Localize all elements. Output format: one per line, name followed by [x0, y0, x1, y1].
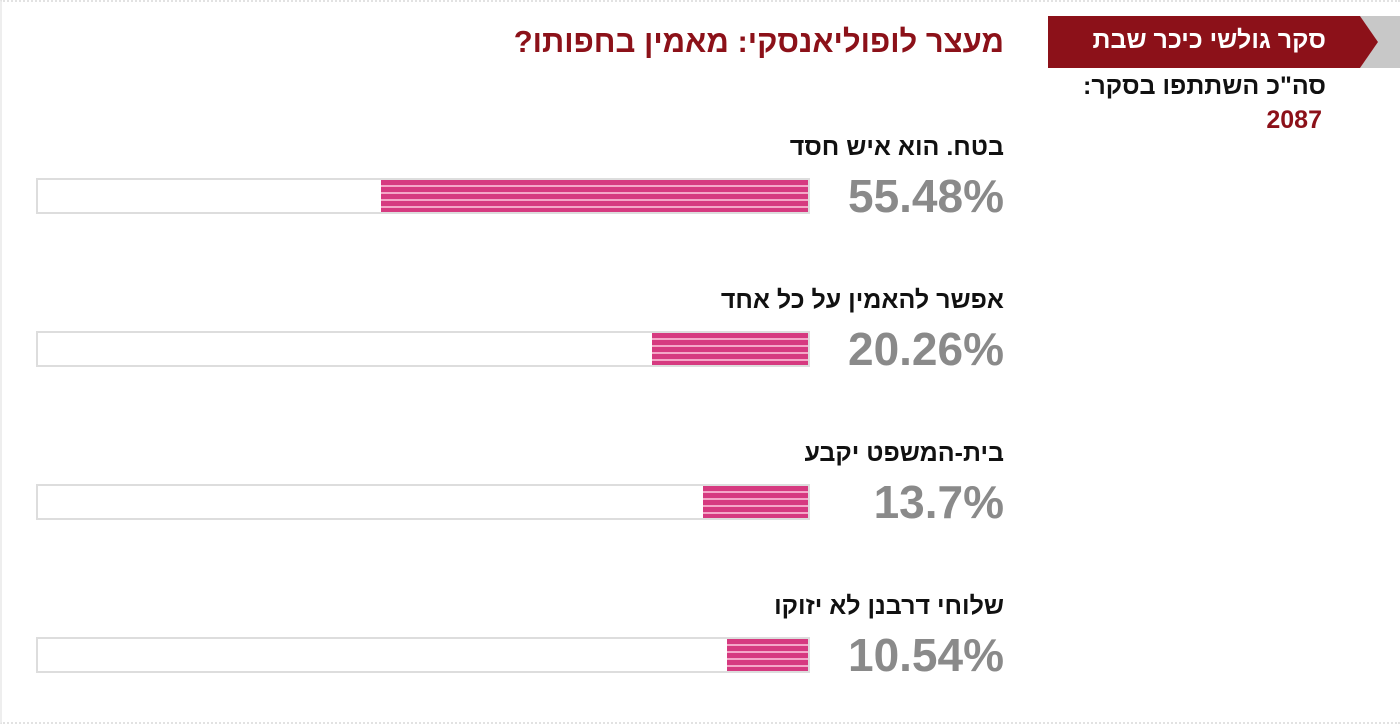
- option-label: בית-המשפט יקבע: [804, 439, 1004, 467]
- bar: [380, 180, 808, 212]
- bar: [702, 486, 808, 518]
- badge: [1048, 16, 1360, 68]
- bar-track: [36, 637, 810, 673]
- option-label: אפשר להאמין על כל אחד: [720, 286, 1004, 314]
- option-label: בטח. הוא איש חסד: [789, 133, 1004, 161]
- badge-text: סקר גולשי כיכר שבת: [1092, 26, 1326, 54]
- bar-track: [36, 484, 810, 520]
- poll-question: מעצר לופוליאנסקי: מאמין בחפותו?: [513, 24, 1004, 59]
- value-label: 55.48%: [847, 170, 1004, 222]
- bar-track: [36, 331, 810, 367]
- value-label: 20.26%: [847, 323, 1004, 375]
- value-label: 10.54%: [847, 629, 1004, 681]
- value-label: 13.7%: [873, 476, 1004, 528]
- bar-track: [36, 178, 810, 214]
- badge-arrow: [1360, 16, 1400, 68]
- participants-label: סה"כ השתתפו בסקר:: [1083, 72, 1326, 100]
- option-label: שלוחי דרבנן לא יזוקו: [774, 592, 1004, 620]
- bar: [652, 333, 808, 365]
- participants-count: 2087: [1266, 106, 1322, 134]
- bar: [726, 639, 808, 671]
